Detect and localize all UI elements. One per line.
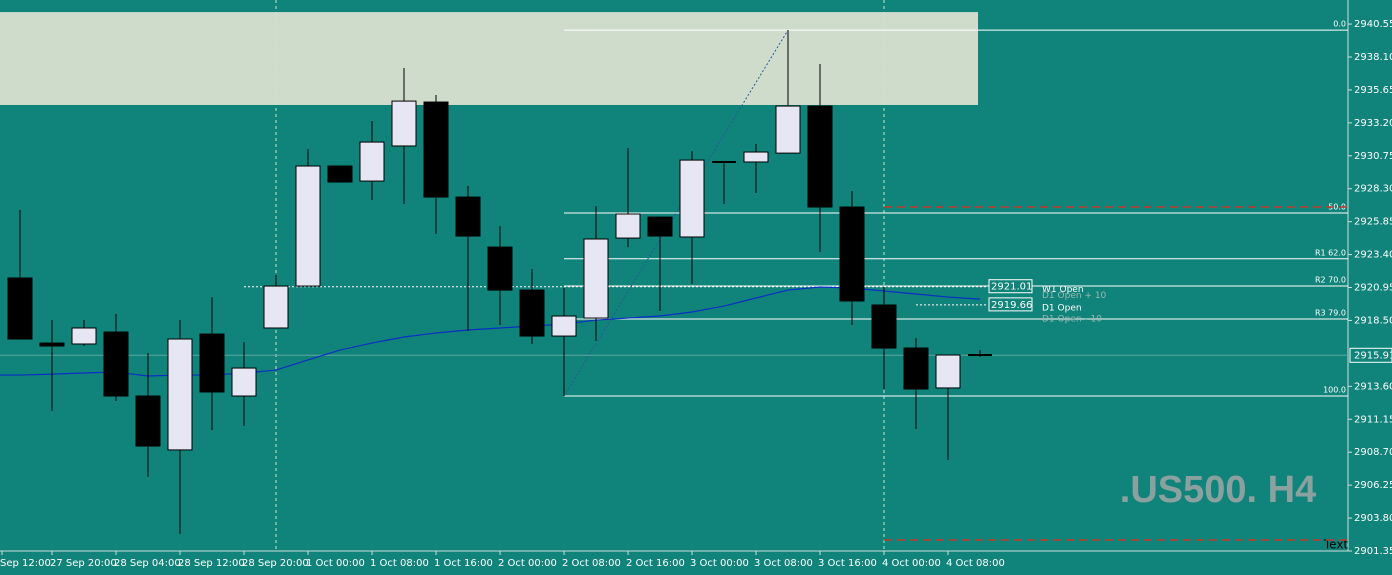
candle-body xyxy=(39,342,65,347)
candle-body xyxy=(263,285,289,329)
candle-body xyxy=(551,315,577,337)
fib-label: 50.0 xyxy=(1328,203,1346,212)
x-tick-label: 3 Oct 00:00 xyxy=(690,558,749,569)
y-tick-label: 2933.20 xyxy=(1354,118,1392,129)
fib-trendline xyxy=(563,29,789,397)
candle-body xyxy=(423,101,449,198)
candle-body xyxy=(327,165,353,183)
candle-body xyxy=(135,395,161,447)
x-tick-label: 28 Sep 04:00 xyxy=(114,558,181,569)
open-level-name: W1 Open xyxy=(1042,285,1084,295)
y-tick-label: 2908.70 xyxy=(1354,447,1392,458)
fib-label: R1 62.0 xyxy=(1315,248,1346,257)
candle-body xyxy=(199,333,225,393)
candle-body xyxy=(647,216,673,237)
candle-body xyxy=(295,165,321,287)
y-tick-label: 2920.95 xyxy=(1354,283,1392,294)
x-tick-label: 3 Oct 08:00 xyxy=(754,558,813,569)
y-tick-label: 2935.65 xyxy=(1354,85,1392,96)
y-tick-label: 2940.55 xyxy=(1354,19,1392,30)
candle-body xyxy=(871,304,897,349)
y-tick-label: 2918.50 xyxy=(1354,315,1392,326)
open-level-name: D1 Open - 10 xyxy=(1042,314,1102,324)
y-tick-label: 2911.15 xyxy=(1354,414,1392,425)
candle-body xyxy=(935,354,961,389)
y-tick-label: 2906.25 xyxy=(1354,480,1392,491)
current-price-box xyxy=(1349,347,1392,363)
x-tick-label: 4 Oct 08:00 xyxy=(946,558,1005,569)
y-tick-label: 2923.40 xyxy=(1354,250,1392,261)
y-tick-label: 2928.30 xyxy=(1354,184,1392,195)
candle-body xyxy=(7,277,33,340)
x-tick-label: 1 Oct 00:00 xyxy=(306,558,365,569)
x-tick-label: 2 Oct 08:00 xyxy=(562,558,621,569)
open-level-box xyxy=(988,297,1033,312)
y-tick-label: 2938.10 xyxy=(1354,52,1392,63)
y-tick-label: 2930.75 xyxy=(1354,151,1392,162)
supply-zone xyxy=(0,12,978,105)
x-tick-label: 4 Oct 00:00 xyxy=(882,558,941,569)
x-tick-label: Sep 12:00 xyxy=(0,558,51,569)
open-level-box xyxy=(988,279,1033,294)
watermark: .US500. H4 xyxy=(1120,469,1316,511)
x-tick-label: 1 Oct 08:00 xyxy=(370,558,429,569)
candle-body xyxy=(775,105,801,154)
candle-body xyxy=(71,327,97,345)
fib-label: R3 79.0 xyxy=(1315,308,1346,317)
candle-body xyxy=(487,246,513,291)
candle-body xyxy=(167,338,193,451)
candle-body xyxy=(391,100,417,147)
y-tick-label: 2913.60 xyxy=(1354,381,1392,392)
candle-body xyxy=(743,151,769,163)
candle-body xyxy=(359,141,385,182)
moving-average xyxy=(0,286,981,377)
current-price-label: 2915.91 xyxy=(1354,350,1392,361)
candle-body xyxy=(807,105,833,208)
candle-body xyxy=(583,238,609,319)
candle-body xyxy=(679,159,705,238)
candle-body xyxy=(903,347,929,390)
open-level-name: D1 Open xyxy=(1042,303,1082,313)
candle-body xyxy=(231,367,257,397)
x-tick-label: 2 Oct 00:00 xyxy=(498,558,557,569)
candle-body xyxy=(519,289,545,337)
y-tick-label: 2903.80 xyxy=(1354,513,1392,524)
open-level-value: 2921.01 xyxy=(991,282,1032,293)
x-tick-label: 28 Sep 12:00 xyxy=(178,558,245,569)
fib-label: R2 70.0 xyxy=(1315,276,1346,285)
candle-body xyxy=(103,331,129,397)
x-tick-label: 3 Oct 16:00 xyxy=(818,558,877,569)
candle-body xyxy=(455,196,481,237)
open-level-name: D1 Open + 10 xyxy=(1042,291,1107,301)
fib-label: 0.0 xyxy=(1333,20,1346,29)
candle-body xyxy=(615,213,641,239)
candle-body xyxy=(839,206,865,302)
open-level-value: 2919.66 xyxy=(991,300,1032,311)
y-tick-label: 2901.35 xyxy=(1354,546,1392,557)
x-tick-label: 28 Sep 20:00 xyxy=(242,558,309,569)
x-tick-label: 1 Oct 16:00 xyxy=(434,558,493,569)
fib-label: 100.0 xyxy=(1323,386,1346,395)
corner-text: Text xyxy=(1323,538,1349,552)
x-tick-label: 27 Sep 20:00 xyxy=(50,558,117,569)
y-tick-label: 2925.85 xyxy=(1354,217,1392,228)
x-tick-label: 2 Oct 16:00 xyxy=(626,558,685,569)
